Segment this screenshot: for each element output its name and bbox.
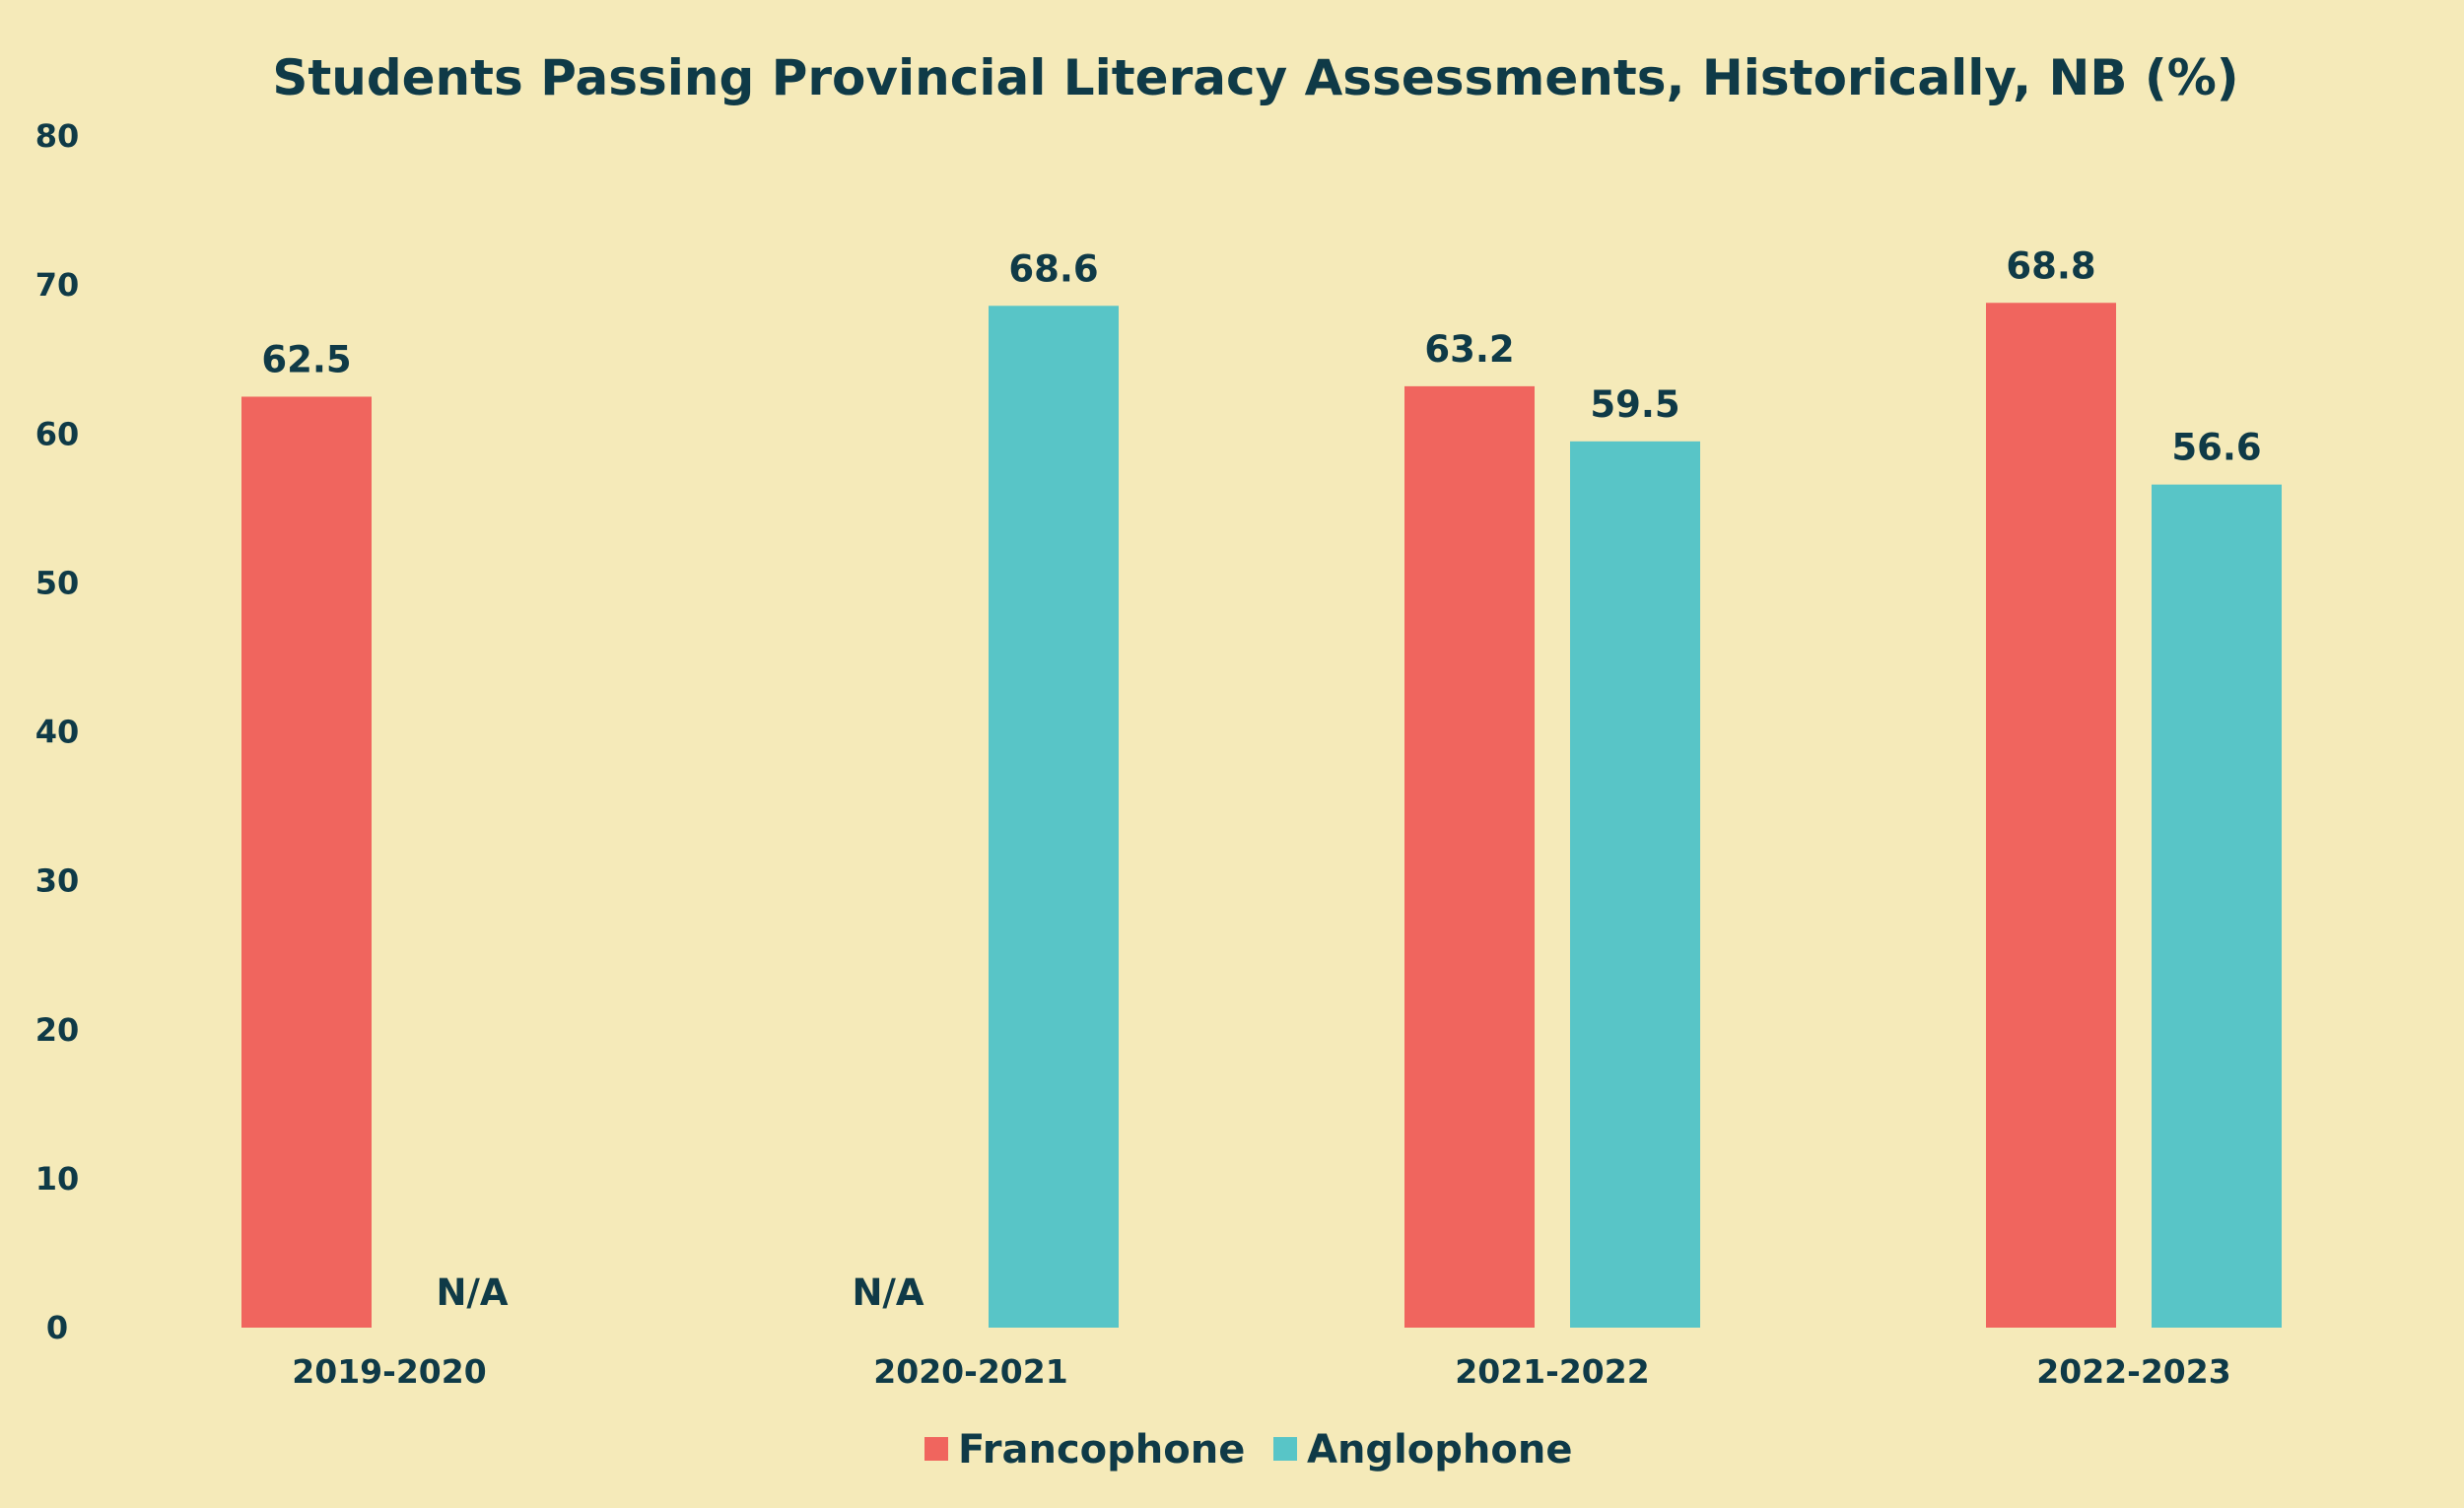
bar-anglophone-2022-2023: [2152, 484, 2282, 1328]
chart-title: Students Passing Provincial Literacy Ass…: [272, 49, 2238, 106]
data-label: 63.2: [1424, 328, 1514, 371]
bar-anglophone-2021-2022: [1570, 441, 1700, 1328]
data-label: 62.5: [261, 338, 351, 380]
bar-anglophone-2020-2021: [989, 306, 1119, 1329]
x-tick-label: 2020-2021: [873, 1352, 1067, 1391]
y-tick-label: 20: [35, 1011, 80, 1049]
y-tick-label: 70: [35, 266, 80, 304]
data-label: 56.6: [2171, 427, 2261, 469]
x-tick-label: 2021-2022: [1455, 1352, 1649, 1391]
data-label-missing: N/A: [436, 1271, 508, 1314]
data-label-missing: N/A: [852, 1271, 924, 1314]
y-tick-label: 60: [35, 415, 80, 452]
y-tick-label: 30: [35, 862, 80, 900]
legend-swatch-francophone: [924, 1437, 948, 1461]
y-tick-label: 50: [35, 564, 80, 601]
bar-francophone-2022-2023: [1986, 303, 2116, 1328]
y-tick-label: 10: [35, 1160, 80, 1198]
data-label: 68.8: [2006, 244, 2095, 287]
data-label: 68.6: [1008, 247, 1098, 290]
y-tick-label: 0: [46, 1309, 68, 1346]
y-axis: 0 10 20 30 40 50 60 70 80: [35, 117, 80, 1346]
legend-label-francophone: Francophone: [958, 1427, 1245, 1473]
data-label: 59.5: [1590, 383, 1679, 426]
y-tick-label: 40: [35, 714, 80, 751]
bar-francophone-2019-2020: [241, 396, 372, 1328]
x-tick-label: 2022-2023: [2036, 1352, 2230, 1391]
y-tick-label: 80: [35, 117, 80, 155]
legend-label-anglophone: Anglophone: [1307, 1427, 1572, 1473]
legend: Francophone Anglophone: [924, 1427, 1572, 1473]
legend-swatch-anglophone: [1273, 1437, 1297, 1461]
x-axis: 2019-2020 2020-2021 2021-2022 2022-2023: [292, 1352, 2230, 1391]
bars: 62.5 N/A N/A 68.6 63.2 59.5 68.8 56.6: [241, 244, 2282, 1329]
x-tick-label: 2019-2020: [292, 1352, 486, 1391]
bar-francophone-2021-2022: [1404, 385, 1535, 1328]
